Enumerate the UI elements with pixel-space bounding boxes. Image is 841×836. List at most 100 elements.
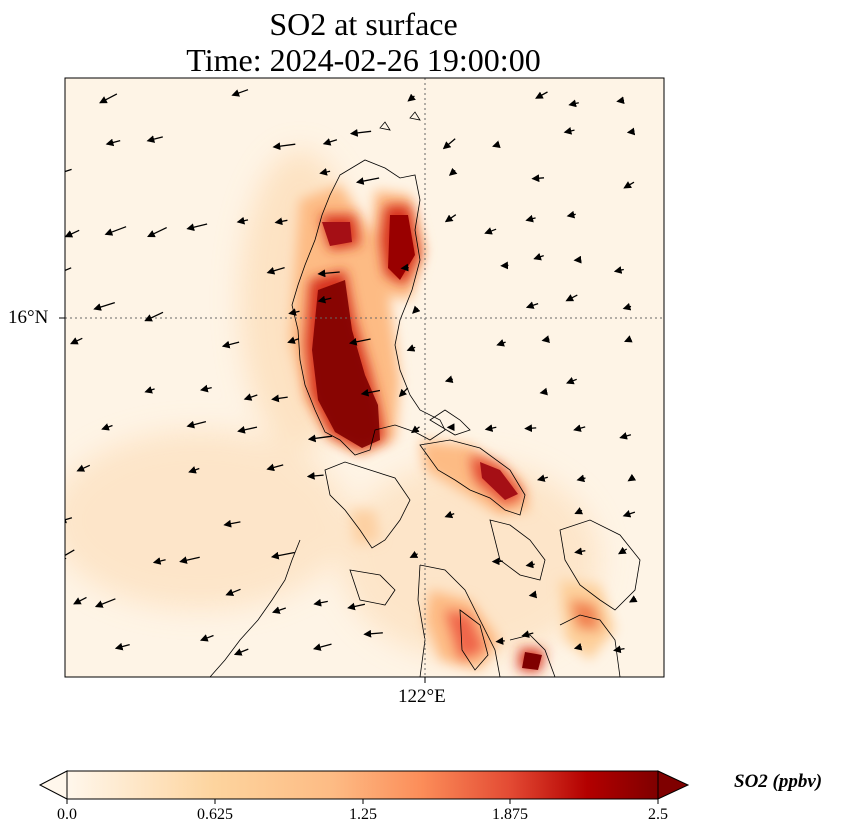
- wind-arrow: [231, 89, 249, 97]
- wind-arrow: [287, 336, 300, 344]
- wind-arrow: [623, 181, 635, 189]
- wind-arrow: [521, 630, 534, 638]
- wind-arrow: [144, 311, 164, 322]
- wind-arrow: [306, 472, 324, 480]
- wind-arrow: [568, 99, 579, 108]
- wind-arrow: [221, 340, 240, 349]
- wind-arrow: [566, 210, 576, 219]
- wind-arrow: [223, 519, 241, 528]
- wind-arrow: [363, 629, 383, 638]
- wind-arrow: [535, 91, 548, 99]
- wind-arrow: [349, 128, 372, 137]
- wind-arrow: [307, 434, 333, 443]
- wind-arrow: [524, 424, 537, 433]
- lat-tick-label: 16°N: [8, 307, 49, 328]
- wind-arrow: [410, 425, 420, 434]
- wind-arrow: [271, 394, 288, 403]
- wind-arrow: [288, 308, 300, 316]
- wind-arrow: [573, 255, 582, 264]
- wind-arrow: [348, 337, 371, 346]
- wind-arrow: [576, 474, 586, 483]
- wind-arrow: [319, 168, 331, 176]
- wind-arrow: [627, 473, 637, 482]
- wind-arrow: [144, 386, 155, 394]
- wind-arrow: [495, 637, 505, 645]
- wind-arrow: [65, 549, 75, 560]
- wind-arrow: [536, 474, 548, 482]
- wind-arrow: [347, 602, 366, 611]
- lon-tick-label: 122°E: [398, 686, 446, 707]
- wind-arrow: [101, 423, 113, 431]
- wind-arrow: [492, 140, 501, 148]
- wind-arrow: [152, 557, 166, 565]
- map-subtitle-time: Time: 2024-02-26 19:00:00: [186, 42, 541, 78]
- wind-arrow: [533, 252, 544, 261]
- colorbar-label: SO2 (ppbv): [734, 771, 823, 792]
- wind-arrow: [236, 216, 249, 225]
- wind-arrow: [317, 295, 332, 304]
- wind-arrow: [312, 643, 332, 651]
- wind-arrow: [624, 335, 633, 343]
- wind-arrow: [484, 424, 497, 432]
- wind-arrow: [406, 344, 416, 352]
- wind-arrow: [622, 302, 632, 311]
- wind-arrow: [313, 598, 328, 607]
- colorbar-tick-label: 1.25: [349, 806, 377, 823]
- wind-arrow: [243, 393, 258, 401]
- wind-arrow: [188, 466, 200, 474]
- wind-arrow: [444, 375, 454, 383]
- so2-concentration-field: [65, 78, 664, 677]
- colorbar-extend-min: [38, 770, 68, 800]
- wind-arrow: [65, 229, 80, 238]
- wind-arrow: [407, 93, 416, 102]
- wind-arrow: [73, 596, 87, 605]
- wind-arrow: [541, 335, 550, 343]
- colorbar-gradient: [66, 770, 659, 800]
- wind-arrow: [400, 263, 409, 272]
- wind-arrow: [355, 177, 380, 185]
- map-frame: [64, 77, 665, 678]
- colorbar-tick-label: 1.875: [492, 806, 528, 823]
- wind-arrow: [573, 642, 583, 651]
- wind-arrow: [186, 420, 207, 429]
- wind-arrow: [444, 214, 457, 223]
- wind-arrow: [525, 301, 539, 309]
- wind-arrow: [531, 174, 545, 183]
- wind-arrow: [616, 96, 625, 105]
- wind-arrow: [442, 138, 456, 150]
- wind-arrow: [200, 384, 212, 393]
- wind-arrow: [76, 464, 91, 472]
- colorbar-tick-label: 0.0: [57, 806, 77, 823]
- wind-arrow: [105, 138, 121, 147]
- map-title: SO2 at surface: [269, 6, 458, 42]
- wind-arrow: [565, 377, 577, 385]
- wind-arrow: [65, 168, 72, 173]
- wind-arrow: [179, 556, 200, 564]
- wind-arrow: [225, 588, 241, 597]
- wind-arrow: [619, 432, 632, 440]
- wind-arrow: [496, 339, 506, 347]
- wind-arrow: [147, 227, 167, 238]
- wind-arrow: [99, 93, 118, 104]
- wind-arrow: [104, 226, 127, 236]
- wind-arrow: [93, 301, 115, 311]
- wind-arrow: [360, 388, 381, 397]
- wind-arrow: [271, 606, 287, 614]
- wind-arrow: [622, 510, 636, 518]
- wind-arrow: [613, 645, 625, 654]
- colorbar: [38, 770, 690, 804]
- wind-arrow: [272, 142, 296, 151]
- wind-arrow: [444, 510, 455, 519]
- wind-arrow: [266, 463, 284, 472]
- wind-arrow: [565, 294, 578, 302]
- wind-arrow: [412, 305, 421, 314]
- wind-arrow: [484, 227, 497, 235]
- wind-arrow: [574, 507, 584, 515]
- wind-arrow: [617, 546, 628, 555]
- wind-arrow: [199, 634, 214, 642]
- wind-vectors: [65, 89, 638, 656]
- wind-arrow: [628, 595, 638, 603]
- wind-arrow: [525, 214, 536, 223]
- wind-arrow: [539, 387, 548, 396]
